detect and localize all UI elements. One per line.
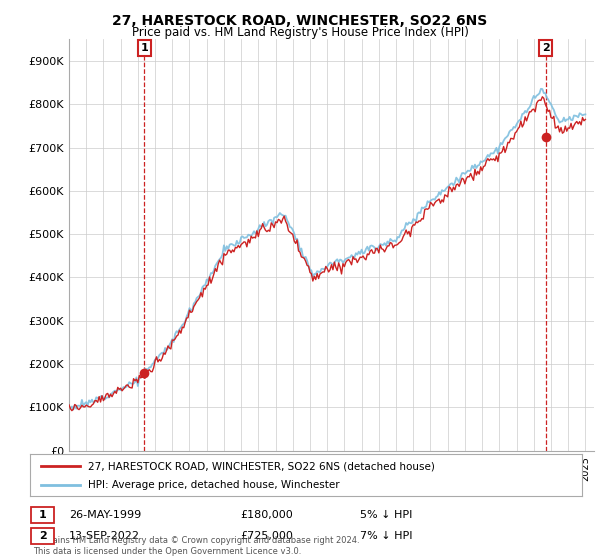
Text: 2: 2 [542, 43, 550, 53]
Text: 7% ↓ HPI: 7% ↓ HPI [360, 531, 413, 541]
Text: 1: 1 [39, 510, 46, 520]
Text: 27, HARESTOCK ROAD, WINCHESTER, SO22 6NS: 27, HARESTOCK ROAD, WINCHESTER, SO22 6NS [112, 14, 488, 28]
Text: £180,000: £180,000 [240, 510, 293, 520]
Text: Contains HM Land Registry data © Crown copyright and database right 2024.
This d: Contains HM Land Registry data © Crown c… [33, 536, 359, 556]
Text: 5% ↓ HPI: 5% ↓ HPI [360, 510, 412, 520]
Text: 1: 1 [140, 43, 148, 53]
Text: £725,000: £725,000 [240, 531, 293, 541]
Text: 13-SEP-2022: 13-SEP-2022 [69, 531, 140, 541]
Text: 2: 2 [39, 531, 46, 541]
Text: Price paid vs. HM Land Registry's House Price Index (HPI): Price paid vs. HM Land Registry's House … [131, 26, 469, 39]
Text: 26-MAY-1999: 26-MAY-1999 [69, 510, 141, 520]
Text: HPI: Average price, detached house, Winchester: HPI: Average price, detached house, Winc… [88, 480, 340, 490]
Text: 27, HARESTOCK ROAD, WINCHESTER, SO22 6NS (detached house): 27, HARESTOCK ROAD, WINCHESTER, SO22 6NS… [88, 461, 435, 471]
